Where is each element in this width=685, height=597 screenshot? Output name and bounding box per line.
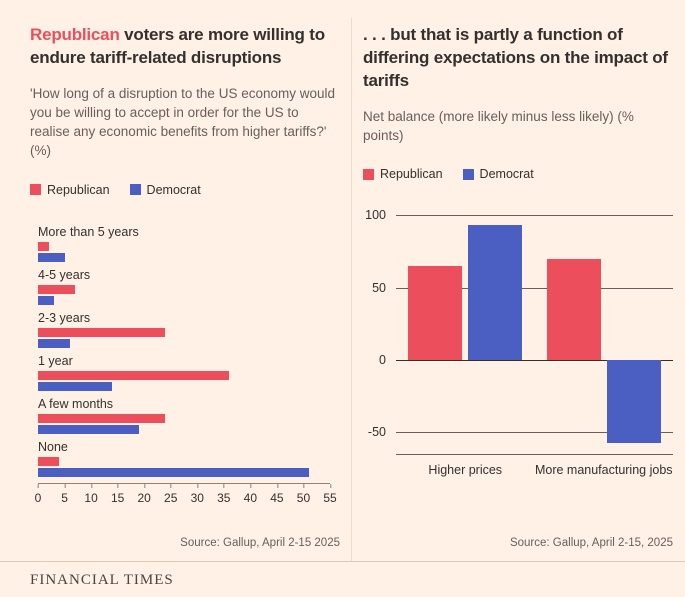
category-label: More manufacturing jobs bbox=[534, 463, 673, 478]
x-tick-label: 50 bbox=[296, 483, 311, 505]
right-panel: . . . but that is partly a function of d… bbox=[363, 18, 673, 561]
left-source: Source: Gallup, April 2-15 2025 bbox=[180, 537, 340, 549]
bar-republican bbox=[38, 456, 60, 466]
category-label: 1 year bbox=[38, 353, 73, 368]
category-label: 4-5 years bbox=[38, 267, 91, 282]
category-label: 2-3 years bbox=[38, 310, 91, 325]
category-label: A few months bbox=[38, 396, 114, 411]
bar-republican bbox=[38, 327, 166, 337]
left-panel-subtitle: 'How long of a disruption to the US econ… bbox=[30, 85, 335, 159]
bar-republican bbox=[546, 258, 601, 360]
x-tick-label: 5 bbox=[61, 483, 68, 505]
left-title-highlight: Republican bbox=[30, 25, 120, 44]
bar-democrat bbox=[38, 424, 139, 434]
x-tick-label: 10 bbox=[84, 483, 98, 505]
bar-democrat bbox=[38, 338, 70, 348]
financial-times-logo: FINANCIAL TIMES bbox=[30, 572, 174, 588]
gridline-0 bbox=[396, 359, 673, 361]
bar-group: 2-3 years bbox=[38, 311, 330, 348]
republican-swatch bbox=[30, 184, 41, 195]
bar-group: A few months bbox=[38, 397, 330, 434]
ft-footer: FINANCIAL TIMES bbox=[0, 561, 685, 597]
democrat-swatch bbox=[462, 168, 474, 180]
bar-rows: More than 5 years 4-5 years 2-3 years 1 yea… bbox=[38, 225, 330, 477]
y-tick-label: 50 bbox=[372, 280, 386, 295]
plot-area: 100 50 0 -50 bbox=[365, 208, 673, 456]
bar-democrat bbox=[38, 252, 65, 262]
x-tick-label: 0 bbox=[34, 483, 42, 505]
legend-label-democrat: Democrat bbox=[479, 167, 534, 182]
x-tick-label: 20 bbox=[137, 483, 151, 505]
disruption-duration-chart: More than 5 years 4-5 years 2-3 years 1 yea… bbox=[34, 225, 337, 505]
legend-item-democrat: Democrat bbox=[129, 182, 201, 197]
left-panel: Republican voters are more willing to en… bbox=[30, 18, 340, 561]
bar-republican bbox=[38, 241, 49, 251]
left-legend: Republican Democrat bbox=[30, 183, 340, 197]
republican-swatch bbox=[363, 168, 374, 180]
y-tick-label: 100 bbox=[365, 208, 386, 223]
bar-republican bbox=[38, 370, 230, 380]
bar-republican bbox=[38, 284, 76, 294]
x-tick-label: 55 bbox=[323, 483, 337, 505]
bar-democrat bbox=[38, 467, 309, 477]
x-tick-label: 40 bbox=[243, 483, 258, 505]
bar-group: 1 year bbox=[38, 354, 330, 391]
bar-democrat bbox=[468, 225, 523, 360]
x-axis: 0 5 10 15 20 25 30 35 40 45 50 55 bbox=[34, 482, 337, 505]
democrat-swatch bbox=[129, 184, 141, 195]
category-label: None bbox=[38, 439, 68, 454]
bar-group: More than 5 years bbox=[38, 225, 330, 262]
legend-label-republican: Republican bbox=[47, 182, 110, 197]
right-source: Source: Gallup, April 2-15, 2025 bbox=[509, 537, 673, 549]
x-tick-label: 25 bbox=[164, 483, 178, 505]
y-tick-label: -50 bbox=[367, 425, 386, 440]
y-tick-label: 0 bbox=[379, 352, 386, 367]
left-panel-title: Republican voters are more willing to en… bbox=[30, 24, 340, 70]
x-tick-label: 15 bbox=[110, 483, 125, 505]
right-legend: Republican Democrat bbox=[363, 167, 673, 181]
gridline-50 bbox=[396, 287, 673, 289]
right-panel-subtitle: Net balance (more likely minus less like… bbox=[363, 108, 634, 143]
left-title-rest: voters are more willing to endure tariff… bbox=[30, 25, 325, 67]
gridline--50 bbox=[396, 432, 673, 434]
panel-divider bbox=[351, 18, 352, 561]
bar-group: None bbox=[38, 440, 330, 477]
bar-democrat bbox=[38, 295, 54, 305]
chart-panels: Republican voters are more willing to en… bbox=[30, 18, 673, 561]
legend-label-democrat: Democrat bbox=[146, 182, 201, 197]
legend-item-democrat: Democrat bbox=[462, 167, 534, 182]
bar-republican bbox=[38, 413, 166, 423]
bar-democrat bbox=[606, 359, 661, 443]
bar-democrat bbox=[38, 381, 113, 391]
net-balance-chart: 100 50 0 -50 Higher prices More manufacturin… bbox=[363, 208, 673, 478]
x-tick-label: 45 bbox=[270, 483, 284, 505]
bar-group: 4-5 years bbox=[38, 268, 330, 305]
x-tick-label: 35 bbox=[217, 483, 231, 505]
gridline-100 bbox=[396, 215, 673, 217]
legend-item-republican: Republican bbox=[30, 183, 110, 197]
right-panel-title: . . . but that is partly a function of d… bbox=[363, 25, 668, 90]
legend-item-republican: Republican bbox=[363, 167, 443, 181]
category-labels: Higher prices More manufacturing jobs bbox=[396, 455, 673, 478]
category-label: More than 5 years bbox=[38, 224, 139, 239]
x-tick-label: 30 bbox=[190, 483, 204, 505]
bar-republican bbox=[408, 265, 463, 360]
category-label: Higher prices bbox=[428, 463, 503, 478]
legend-label-republican: Republican bbox=[380, 167, 443, 182]
